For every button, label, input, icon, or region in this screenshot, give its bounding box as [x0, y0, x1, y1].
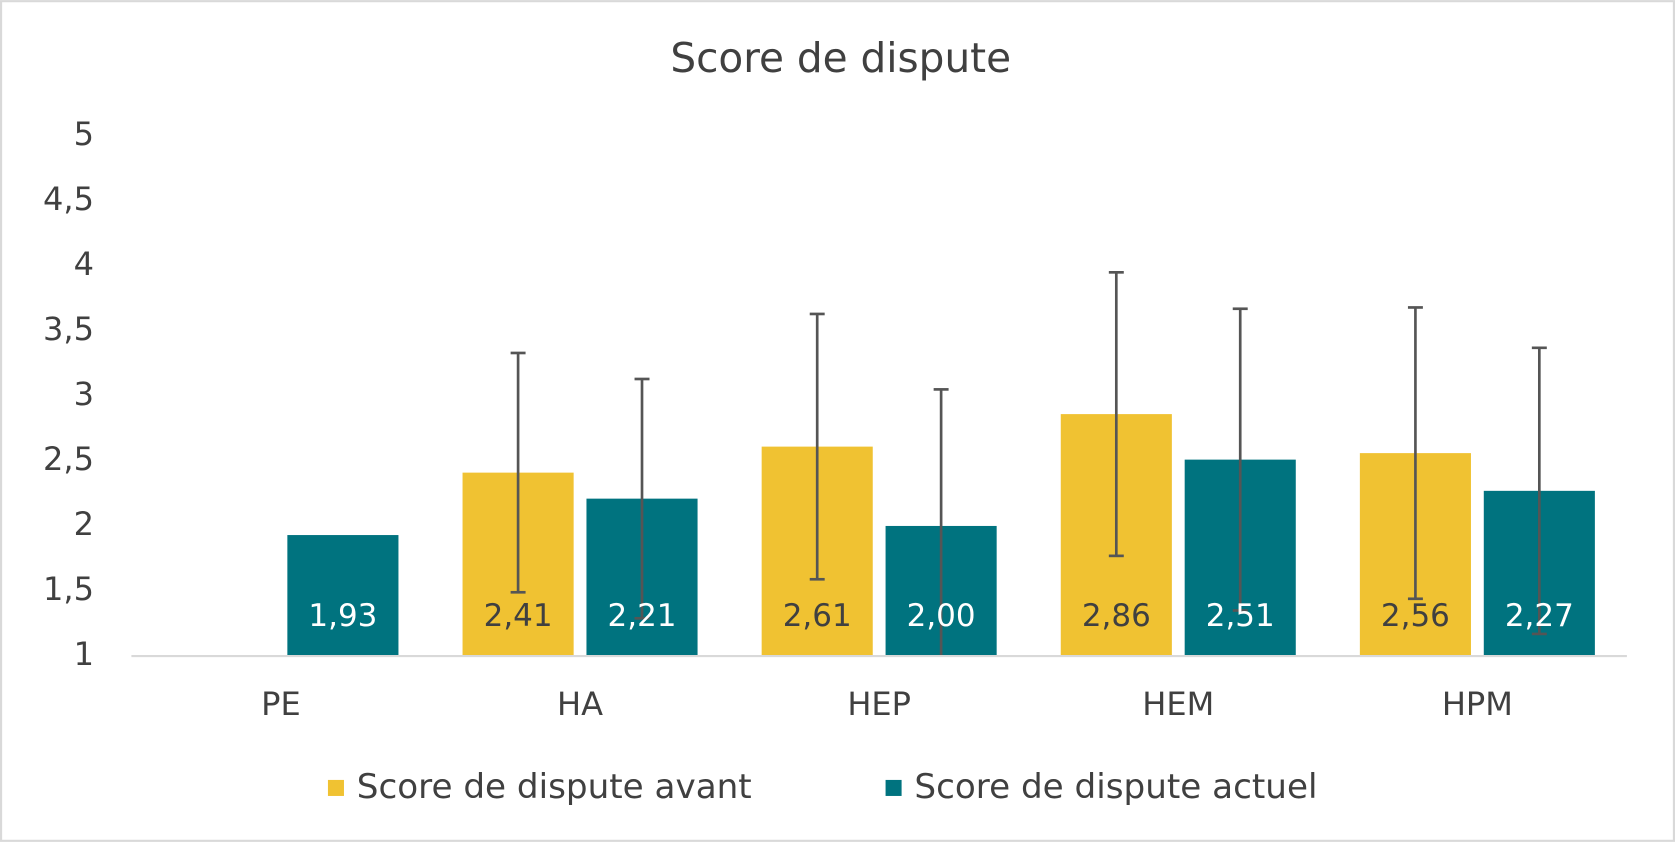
y-tick-label: 3,5 [43, 310, 94, 348]
bar [287, 535, 399, 657]
data-label: 2,86 [1082, 598, 1151, 634]
y-tick-label: 5 [74, 115, 94, 153]
legend-swatch [327, 779, 344, 796]
legend-label: Score de dispute avant [357, 767, 752, 807]
x-tick-label: HPM [1442, 685, 1513, 723]
data-label: 1,93 [308, 598, 377, 634]
plot-area [287, 271, 1595, 657]
y-tick-label: 3 [74, 375, 94, 413]
chart-title: Score de dispute [670, 34, 1011, 82]
data-label: 2,27 [1505, 598, 1574, 634]
data-label: 2,21 [608, 598, 677, 634]
y-tick-label: 2 [74, 505, 94, 543]
x-tick-label: PE [261, 685, 301, 723]
y-tick-label: 1,5 [43, 570, 94, 608]
y-tick-label: 2,5 [43, 440, 94, 478]
legend-label: Score de dispute actuel [914, 767, 1317, 807]
data-label: 2,41 [484, 598, 553, 634]
y-tick-label: 1 [74, 635, 94, 673]
data-label: 2,61 [783, 598, 852, 634]
data-label: 2,56 [1381, 598, 1450, 634]
y-tick-label: 4 [74, 245, 94, 283]
legend-swatch [885, 779, 902, 796]
y-tick-label: 4,5 [43, 180, 94, 218]
data-label: 2,00 [907, 598, 976, 634]
x-tick-label: HEM [1142, 685, 1214, 723]
data-label: 2,51 [1206, 598, 1275, 634]
x-tick-label: HA [557, 685, 603, 723]
x-tick-label: HEP [847, 685, 911, 723]
